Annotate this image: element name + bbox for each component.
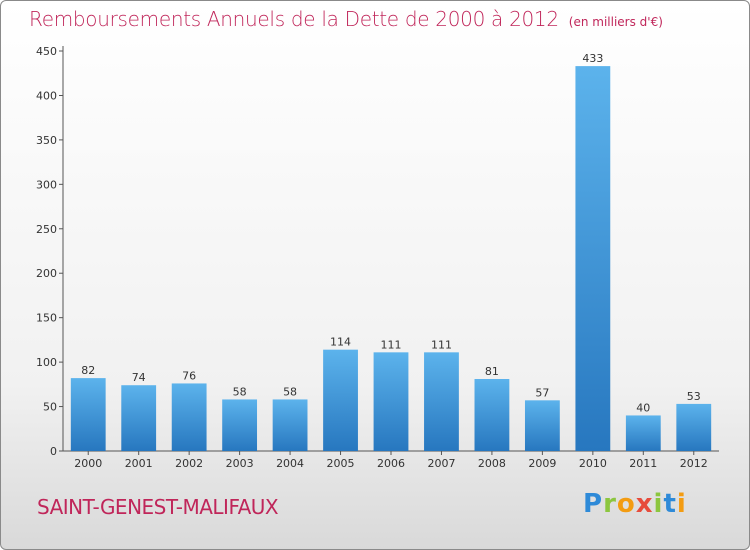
y-tick-label: 300 bbox=[36, 178, 57, 191]
bar-2008 bbox=[474, 379, 510, 451]
y-tick-label: 200 bbox=[36, 267, 57, 280]
y-tick-label: 50 bbox=[43, 401, 57, 414]
value-label-2009: 57 bbox=[535, 386, 549, 399]
bar-2004 bbox=[272, 399, 308, 451]
logo-letter: i bbox=[676, 489, 687, 519]
bar-2007 bbox=[424, 352, 459, 451]
value-label-2004: 58 bbox=[283, 385, 297, 398]
bar-2011 bbox=[625, 415, 661, 451]
y-tick-label: 100 bbox=[36, 356, 57, 369]
bar-2003 bbox=[222, 399, 258, 451]
value-label-2003: 58 bbox=[233, 385, 247, 398]
chart-title: Remboursements Annuels de la Dette de 20… bbox=[29, 7, 663, 31]
x-tick-label-2001: 2001 bbox=[125, 457, 153, 470]
commune-name: SAINT-GENEST-MALIFAUX bbox=[37, 495, 279, 519]
x-tick-label-2004: 2004 bbox=[276, 457, 304, 470]
y-tick-label: 350 bbox=[36, 134, 57, 147]
x-tick-label-2006: 2006 bbox=[377, 457, 405, 470]
value-label-2006: 111 bbox=[381, 338, 402, 351]
y-tick-label: 450 bbox=[36, 45, 57, 58]
value-label-2007: 111 bbox=[431, 338, 452, 351]
value-label-2012: 53 bbox=[687, 390, 701, 403]
value-label-2008: 81 bbox=[485, 365, 499, 378]
logo-letter: i bbox=[653, 489, 664, 519]
logo-letter: P bbox=[583, 489, 604, 519]
bar-2001 bbox=[121, 385, 157, 451]
bar-2009 bbox=[524, 400, 560, 451]
x-tick-label-2007: 2007 bbox=[427, 457, 455, 470]
bar-2006 bbox=[373, 352, 409, 451]
bar-2002 bbox=[171, 383, 207, 451]
value-label-2000: 82 bbox=[81, 364, 95, 377]
value-label-2002: 76 bbox=[182, 369, 196, 382]
logo-letter: t bbox=[663, 489, 677, 519]
y-tick-label: 250 bbox=[36, 223, 57, 236]
x-tick-label-2005: 2005 bbox=[327, 457, 355, 470]
x-tick-label-2009: 2009 bbox=[528, 457, 556, 470]
y-tick-label: 150 bbox=[36, 312, 57, 325]
chart-unit: (en milliers d'€) bbox=[568, 15, 663, 29]
value-label-2011: 40 bbox=[636, 401, 650, 414]
value-label-2005: 114 bbox=[330, 336, 351, 349]
proxiti-logo: Proxiti bbox=[583, 489, 687, 519]
logo-letter: x bbox=[635, 489, 654, 519]
x-tick-label-2003: 2003 bbox=[226, 457, 254, 470]
bar-2010 bbox=[575, 66, 611, 451]
x-tick-label-2010: 2010 bbox=[579, 457, 607, 470]
x-tick-label-2008: 2008 bbox=[478, 457, 506, 470]
x-tick-label-2000: 2000 bbox=[74, 457, 102, 470]
bar-2012 bbox=[676, 403, 712, 451]
value-label-2001: 74 bbox=[132, 371, 146, 384]
chart-title-text: Remboursements Annuels de la Dette de 20… bbox=[29, 7, 559, 31]
bar-chart: 0 50 100 150 200 250 300 350 400 450 2000 2001 2002 2… bbox=[36, 45, 719, 470]
value-label-2010: 433 bbox=[582, 52, 603, 65]
x-tick-label-2002: 2002 bbox=[175, 457, 203, 470]
logo-letter: r bbox=[603, 489, 617, 519]
y-tick-label: 400 bbox=[36, 89, 57, 102]
logo-letter: o bbox=[616, 489, 636, 519]
y-tick-label: 0 bbox=[50, 445, 57, 458]
bar-2005 bbox=[323, 349, 358, 451]
x-tick-label-2011: 2011 bbox=[629, 457, 657, 470]
x-tick-label-2012: 2012 bbox=[680, 457, 708, 470]
bar-2000 bbox=[70, 378, 106, 451]
